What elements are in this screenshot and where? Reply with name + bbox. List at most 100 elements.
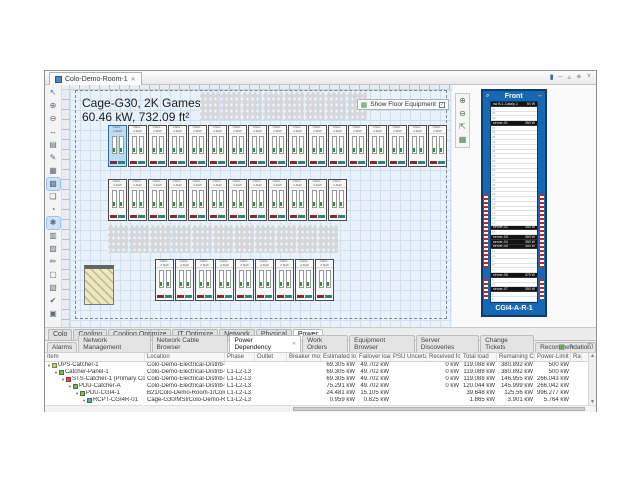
rack-unit-empty[interactable]: 36 <box>491 131 537 136</box>
scroll-up-icon[interactable]: ▲ <box>590 353 595 359</box>
zoom-out-icon[interactable]: ⊖ <box>459 109 466 118</box>
floor-rack[interactable]: CGI4-.. 2.4kW 1.2kW <box>228 179 247 221</box>
expand-caret-icon[interactable]: ▼ <box>75 391 79 396</box>
floor-rack[interactable]: CGI4-.. 2.4kW 1.2kW <box>275 259 294 301</box>
floor-rack[interactable]: CGI4-.. 2.4kW 1.2kW <box>308 125 327 167</box>
floor-rack[interactable]: CGI4-.. 2.4kW 1.2kW <box>428 125 447 167</box>
close-tab-icon[interactable]: ✕ <box>130 76 136 83</box>
floor-rack[interactable]: CGI4-.. 2.4kW 1.2kW <box>235 259 254 301</box>
floor-rack[interactable]: CGI4-.. 2.4kW 1.2kW <box>248 179 267 221</box>
expand-caret-icon[interactable]: ▼ <box>61 377 65 382</box>
rack-unit-occupied[interactable]: server-03 350 W <box>491 235 537 240</box>
floor-rack[interactable]: CGI4-.. 2.4kW 1.2kW <box>188 179 207 221</box>
column-header-total-load[interactable]: Total load <box>461 353 497 361</box>
view-tab-network[interactable]: Network <box>219 329 255 340</box>
rack-unit-empty[interactable]: 10 <box>491 254 537 259</box>
floor-rack[interactable]: CGI4-.. 2.4kW 1.2kW <box>188 125 207 167</box>
floor-rack[interactable]: CGI4-.. 2.4kW 1.2kW <box>148 179 167 221</box>
view-tab-cooling-optimize[interactable]: Cooling Optimize <box>108 329 172 340</box>
rack-unit-empty[interactable]: 37 <box>491 126 537 131</box>
view-tab-it-optimize[interactable]: IT Optimize <box>172 329 219 340</box>
floor-rack[interactable]: CGI4-.. 2.4kW 1.2kW <box>328 179 347 221</box>
view-tab-physical[interactable]: Physical <box>255 329 292 340</box>
panel-tab-equipment-browser[interactable]: Equipment Browser <box>349 335 415 352</box>
floor-rack[interactable]: CGI4-.. 2.4kW 1.2kW <box>255 259 274 301</box>
fit-view-icon[interactable]: ↔ <box>49 127 57 136</box>
floor-rack[interactable]: CGI4-.. 2.4kW 1.2kW <box>248 125 267 167</box>
floor-rack[interactable]: CGI4-.. 2.4kW 1.2kW <box>308 179 327 221</box>
scroll-down-icon[interactable]: ▼ <box>590 399 595 405</box>
floor-rack[interactable]: CGI4-.. 2.4kW 1.2kW <box>268 125 287 167</box>
zoom-out-icon[interactable]: ⊖ <box>49 114 57 123</box>
floor-rack[interactable]: CGI4-.. 2.4kW 1.2kW <box>348 125 367 167</box>
panel-tab-alarms[interactable]: Alarms <box>47 342 78 352</box>
document-tab[interactable]: Colo-Demo-Room-1 ✕ <box>49 72 142 85</box>
panel-tab-server-discoveries[interactable]: Server Discoveries <box>415 335 480 352</box>
new-item-icon[interactable]: ▢ <box>49 270 57 279</box>
table-row[interactable]: ▼ STS-Catcher-1 (Primary ConnecColo-Demo-… <box>45 376 596 383</box>
rack-unit-occupied[interactable]: server-05 350 W <box>491 244 537 250</box>
view-tab-power[interactable]: Power <box>292 329 323 340</box>
rack-unit-empty[interactable]: 18 <box>491 216 537 221</box>
column-header-phase[interactable]: Phase <box>225 353 255 361</box>
rack-unit-empty[interactable]: 15 <box>491 230 537 235</box>
maximize-icon[interactable]: ▵ <box>567 74 572 81</box>
panel-tab-recommendation[interactable]: Recommendation <box>535 342 597 352</box>
table-row[interactable]: ▼ RCPT-CGI4R-01 Cage-G30/MSI/Colo-Demo-Roo… <box>45 397 596 404</box>
alarm-icon[interactable]: ◔ <box>50 205 56 214</box>
grid-b-icon[interactable]: ▨ <box>49 244 57 253</box>
floor-rack[interactable]: CGI4-.. 2.4kW 1.2kW <box>155 259 174 301</box>
rack-unit-empty[interactable]: 27 <box>491 173 537 178</box>
floor-rack[interactable]: CGI4-.. 2.4kW 1.2kW <box>408 125 427 167</box>
floor-rack[interactable]: CGI4-.. 2.4kW 1.2kW <box>128 179 147 221</box>
pattern-icon[interactable]: ▧ <box>49 283 57 292</box>
rack-unit-occupied[interactable]: server-04 350 W <box>491 239 537 245</box>
table-row[interactable]: ▼ UPS-Catcher-1 Colo-Demo-Electrical-Distr… <box>45 362 596 369</box>
grid-a-icon[interactable]: ▥ <box>49 231 57 240</box>
floor-rack[interactable]: CGI4-.. 2.4kW 1.2kW <box>108 125 127 167</box>
floor-rack[interactable]: CGI4-.. 2.4kW 1.2kW <box>168 125 187 167</box>
panel-tab-network-cable-browser[interactable]: Network Cable Browser <box>151 335 229 352</box>
column-header-ra[interactable]: Ra <box>573 353 582 361</box>
edit-icon[interactable]: ✎ <box>49 153 57 162</box>
rack-unit-empty[interactable]: 4 <box>491 283 537 288</box>
floor-rack[interactable]: CGI4-.. 2.4kW 1.2kW <box>128 125 147 167</box>
view-tab-cooling[interactable]: Cooling <box>73 329 108 340</box>
rack-unit-empty[interactable]: 1 <box>491 297 537 302</box>
column-header-location[interactable]: Location <box>145 353 225 361</box>
annotate-icon[interactable]: ✏ <box>49 257 57 266</box>
rack-unit-empty[interactable]: 7 <box>491 268 537 273</box>
table-row[interactable]: ▼ PDU-Catcher-A Colo-Demo-Electrical-Distr… <box>45 383 596 390</box>
show-floor-equipment-toggle[interactable]: ▦ Show Floor Equipment ✓ <box>356 99 449 110</box>
rack-unit-occupied[interactable]: server-06 375 W <box>491 273 537 278</box>
rack-unit-empty[interactable]: 40 <box>491 112 537 117</box>
layers-icon[interactable]: ▩ <box>45 177 61 191</box>
floor-rack[interactable]: CGI4-.. 2.4kW 1.2kW <box>288 179 307 221</box>
zoom-in-icon[interactable]: ⊕ <box>49 101 57 110</box>
column-header-breaker-modul-[interactable]: Breaker modul... <box>289 353 321 361</box>
column-header-outlet[interactable]: Outlet <box>255 353 287 361</box>
column-header-item[interactable]: Item <box>45 353 145 361</box>
column-header-received-for-d-[interactable]: Received for D... <box>429 353 461 361</box>
floor-rack[interactable]: CGI4-.. 2.4kW 1.2kW <box>328 125 347 167</box>
rack-unit-empty[interactable]: 21 <box>491 202 537 207</box>
collapse-icon[interactable]: – <box>538 92 542 100</box>
floor-canvas[interactable]: Cage-G30, 2K Games 60.46 kW, 732.09 ft² … <box>70 90 452 327</box>
rack-unit-empty[interactable]: 26 <box>491 178 537 183</box>
rack-unit-occupied[interactable]: server-07 350 W <box>491 287 537 292</box>
floor-rack[interactable]: CGI4-.. 2.4kW 1.2kW <box>388 125 407 167</box>
rack-unit-empty[interactable]: 8 <box>491 264 537 269</box>
rack-unit-empty[interactable]: 5 <box>491 278 537 283</box>
minimize-panel-icon[interactable]: – <box>578 343 583 350</box>
rack-unit-empty[interactable]: 33 <box>491 145 537 150</box>
floor-rack[interactable]: CGI4-.. 2.4kW 1.2kW <box>215 259 234 301</box>
palette-icon[interactable]: ✳ <box>576 74 582 81</box>
rack-unit-empty[interactable]: 23 <box>491 192 537 197</box>
rack-unit-empty[interactable]: 30 <box>491 159 537 164</box>
panel-tab-change-tickets[interactable]: Change Tickets <box>480 335 535 352</box>
column-header-failover-load[interactable]: Failover load <box>359 353 391 361</box>
table-horizontal-scrollbar[interactable] <box>45 405 596 412</box>
rack-unit-empty[interactable]: 39 <box>491 116 537 121</box>
restore-panel-icon[interactable]: ❐ <box>586 344 593 351</box>
table-row[interactable]: ▼ PDU-CGI4-1 B21/Colo-Demo-Room-1/Colo-De.… <box>45 390 596 397</box>
